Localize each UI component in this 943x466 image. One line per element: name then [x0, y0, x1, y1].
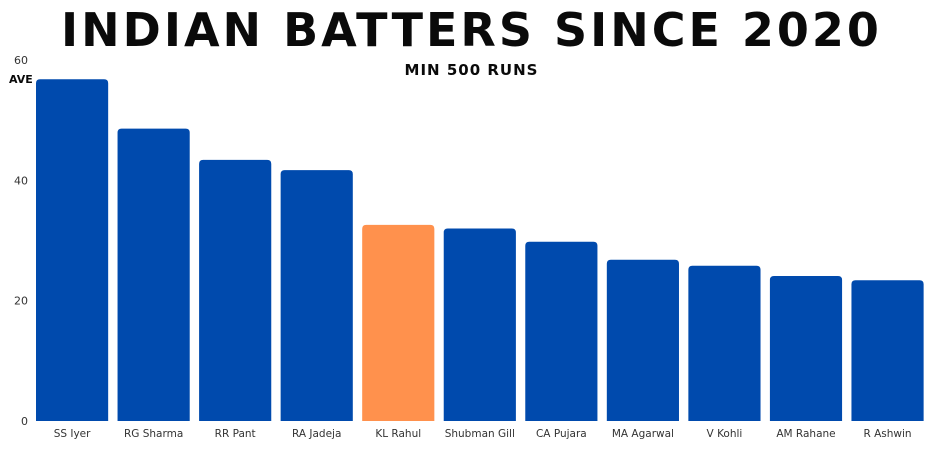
y-tick-label: 60 — [14, 54, 28, 67]
chart-subtitle: MIN 500 RUNS — [404, 61, 539, 79]
x-tick-label: RA Jadeja — [292, 428, 341, 440]
x-tick-label: AM Rahane — [776, 428, 835, 440]
y-axis-ticks: 0 20 40 60 — [14, 54, 28, 428]
bar-ss-iyer — [36, 79, 109, 422]
y-axis-label: AVE — [9, 73, 33, 86]
y-tick-label: 40 — [14, 174, 28, 187]
x-tick-label: Shubman Gill — [445, 428, 515, 440]
x-tick-label: RR Pant — [215, 428, 256, 440]
x-tick-label: CA Pujara — [536, 428, 587, 440]
bar-v-kohli — [688, 265, 761, 421]
x-tick-label: KL Rahul — [375, 428, 421, 440]
bar-am-rahane — [769, 275, 843, 421]
bar-rg-sharma — [117, 128, 190, 421]
x-tick-label: SS Iyer — [54, 428, 91, 440]
bar-ca-pujara — [525, 241, 598, 421]
bars — [36, 79, 924, 422]
bar-r-ashwin — [851, 280, 924, 421]
x-tick-label: MA Agarwal — [612, 428, 674, 440]
bar-shubman-gill — [443, 228, 516, 421]
x-axis-labels: SS Iyer RG Sharma RR Pant RA Jadeja KL Rahul… — [54, 428, 912, 440]
bar-rr-pant — [199, 159, 272, 422]
y-tick-label: 0 — [21, 415, 28, 428]
bar-kl-rahul — [362, 224, 435, 421]
x-tick-label: V Kohli — [707, 428, 743, 440]
bar-ra-jadeja — [280, 170, 353, 421]
x-tick-label: R Ashwin — [863, 428, 911, 440]
chart-title: INDIAN BATTERS SINCE 2020 — [61, 3, 882, 57]
y-tick-label: 20 — [14, 295, 28, 308]
bar-ma-agarwal — [606, 259, 679, 421]
x-tick-label: RG Sharma — [124, 428, 183, 440]
